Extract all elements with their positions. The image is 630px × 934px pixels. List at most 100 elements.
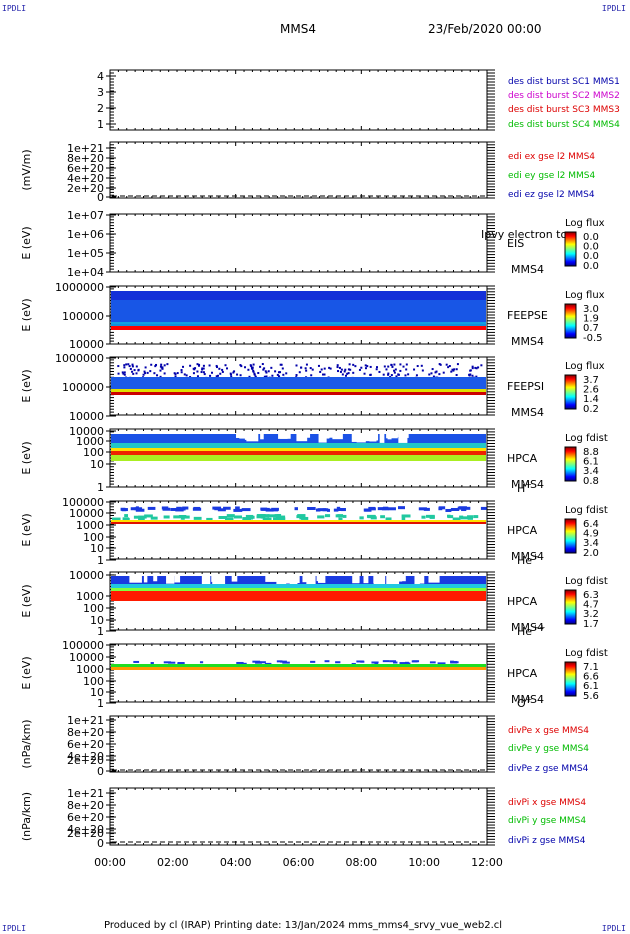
corner-label-bottom-left: IPDLI [2, 924, 27, 933]
flux-pixel [405, 368, 408, 371]
colorbar-title: Log fdist [565, 505, 608, 516]
y-axis-label: E (eV) [20, 441, 33, 474]
y-tick-label: 1e+06 [67, 228, 104, 241]
colorbar-label: 5.6 [583, 691, 599, 702]
flux-pixel [214, 507, 221, 511]
flux-pixel [233, 515, 243, 519]
flux-pixel [202, 364, 205, 367]
flux-pixel [241, 508, 251, 512]
flux-pixel [163, 364, 166, 367]
flux-pixel [387, 373, 390, 376]
flux-pixel [263, 375, 266, 378]
flux-pixel [193, 506, 201, 510]
flux-pixel [138, 515, 147, 519]
y-tick-label: 1 [97, 118, 104, 131]
ion-species-label: He+ [517, 552, 539, 567]
flux-pixel [333, 508, 339, 512]
flux-pixel [129, 367, 132, 370]
y-tick-label: 1e+21 [67, 142, 104, 155]
y-tick-label: 8e+20 [67, 726, 104, 739]
y-axis-label: E (eV) [20, 226, 33, 259]
flux-pixel [364, 508, 372, 512]
flux-pixel [295, 374, 298, 377]
y-tick-label: 10 [90, 614, 104, 627]
flux-pixel [252, 363, 255, 366]
flux-pixel [415, 374, 418, 377]
flux-pixel [348, 363, 351, 366]
flux-pixel [163, 515, 170, 519]
colorbar-label: -0.5 [583, 333, 603, 344]
panel-p1: 4 3 2 1 des dist burst SC1 MMS1 des dist burs… [97, 69, 620, 131]
flux-pixel [253, 373, 256, 376]
flux-pixel [432, 375, 435, 378]
spectrogram-p8 [111, 576, 486, 601]
panel-frame [109, 715, 488, 773]
flux-pixel [349, 368, 352, 371]
flux-pixel [393, 363, 396, 366]
flux-pixel [215, 364, 218, 367]
flux-pixel [375, 368, 378, 371]
flux-pixel [277, 371, 280, 374]
flux-pixel [159, 369, 162, 372]
flux-pixel [144, 514, 153, 518]
flux-pixel [401, 514, 411, 518]
flux-pixel [221, 368, 224, 371]
flux-pixel [437, 662, 446, 665]
flux-pixel [192, 372, 195, 375]
flux-pixel [399, 363, 402, 366]
flux-pixel [263, 517, 272, 521]
flux-gap [280, 576, 292, 584]
flux-pixel [452, 517, 461, 521]
flux-pixel [351, 662, 356, 665]
flux-pixel [377, 507, 387, 511]
flux-pixel [146, 371, 149, 374]
flux-pixel [323, 367, 326, 370]
corner-label-top-right: IPDLI [601, 4, 626, 13]
flux-pixel [397, 373, 400, 376]
flux-pixel [380, 515, 385, 519]
x-tick-label: 06:00 [283, 856, 315, 869]
flux-gap [231, 576, 238, 582]
colorbar-title: Log flux [565, 290, 605, 301]
flux-pixel [247, 368, 250, 371]
y-tick-label: 10 [90, 686, 104, 699]
flux-pixel [173, 515, 181, 519]
x-tick-label: 10:00 [408, 856, 440, 869]
flux-pixel [285, 372, 288, 375]
flux-pixel [474, 366, 477, 369]
flux-pixel [130, 507, 138, 511]
y-tick-label: 0 [97, 765, 104, 778]
flux-gap [369, 433, 377, 442]
flux-pixel [279, 363, 282, 366]
flux-pixel [385, 517, 392, 521]
flux-pixel [144, 372, 147, 375]
spectrogram-p4 [111, 291, 486, 330]
flux-pixel [298, 371, 301, 374]
legend-entry: divPe z gse MMS4 [508, 764, 589, 774]
flux-gap [278, 433, 288, 439]
y-tick-label: 4e+20 [67, 172, 104, 185]
panel-frame [109, 141, 488, 199]
y-tick-label: 2e+20 [67, 182, 104, 195]
flux-pixel [121, 371, 124, 374]
flux-pixel [329, 367, 332, 370]
flux-pixel [393, 371, 396, 374]
flux-pixel [170, 507, 179, 511]
flux-pixel [367, 515, 376, 519]
y-tick-label: 1000 [76, 519, 104, 532]
flux-gap [351, 433, 358, 442]
flux-pixel [202, 371, 205, 374]
corner-label-top-left: IPDLI [2, 4, 27, 13]
flux-pixel [257, 372, 260, 375]
flux-pixel [176, 372, 179, 375]
flux-pixel [147, 506, 156, 510]
flux-pixel [369, 507, 376, 511]
flux-pixel [434, 371, 437, 374]
flux-pixel [166, 363, 169, 366]
y-tick-label: 8e+20 [67, 152, 104, 165]
flux-gap [129, 576, 142, 583]
flux-pixel [272, 508, 279, 512]
colorbar-label: 3.4 [583, 538, 599, 549]
colorbar-label: 3.4 [583, 466, 599, 477]
